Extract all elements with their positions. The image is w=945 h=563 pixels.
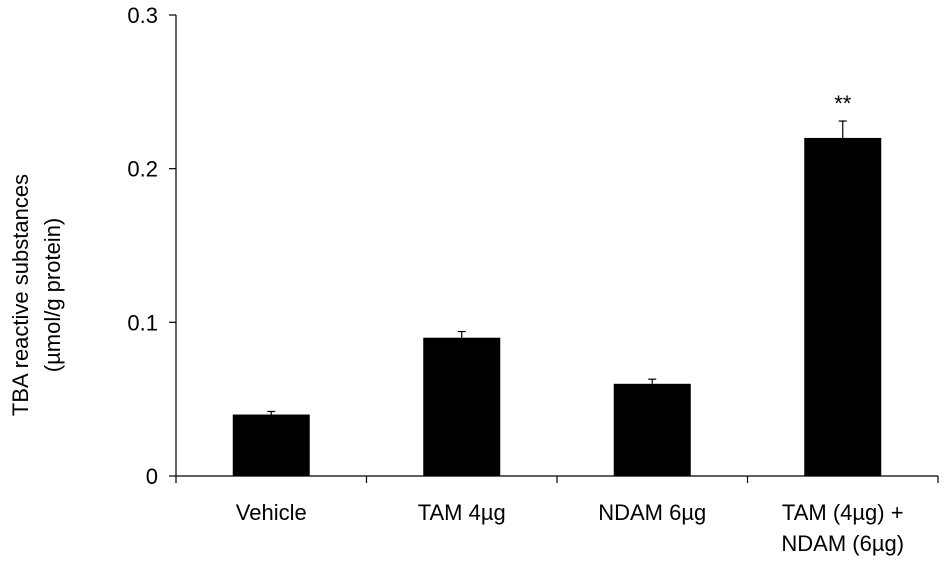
- x-tick-label: Vehicle: [236, 500, 307, 525]
- bars: **: [232, 91, 882, 476]
- significance-label: **: [834, 91, 852, 116]
- bar: [613, 383, 691, 476]
- bar: [804, 137, 882, 476]
- y-axis-title-line: (µmol/g protein): [40, 218, 65, 373]
- x-tick-label: TAM 4µg: [418, 500, 506, 525]
- y-axis-title: TBA reactive substances (µmol/g protein): [8, 174, 65, 416]
- x-tick-label: NDAM (6µg): [781, 531, 904, 556]
- y-tick-label: 0: [146, 464, 158, 489]
- x-tick-label: NDAM 6µg: [598, 500, 706, 525]
- y-axis-title-line: TBA reactive substances: [8, 174, 33, 416]
- x-tick-labels: Vehicle TAM 4µg NDAM 6µg TAM (4µg) + NDAM (6…: [236, 500, 904, 556]
- y-ticks: 0 0.1 0.2 0.3: [127, 3, 176, 489]
- y-tick-label: 0.3: [127, 3, 158, 28]
- y-tick-label: 0.1: [127, 310, 158, 335]
- bar: [232, 414, 310, 476]
- x-tick-label: TAM (4µg) +: [782, 500, 904, 525]
- bar: [423, 337, 501, 476]
- y-tick-label: 0.2: [127, 157, 158, 182]
